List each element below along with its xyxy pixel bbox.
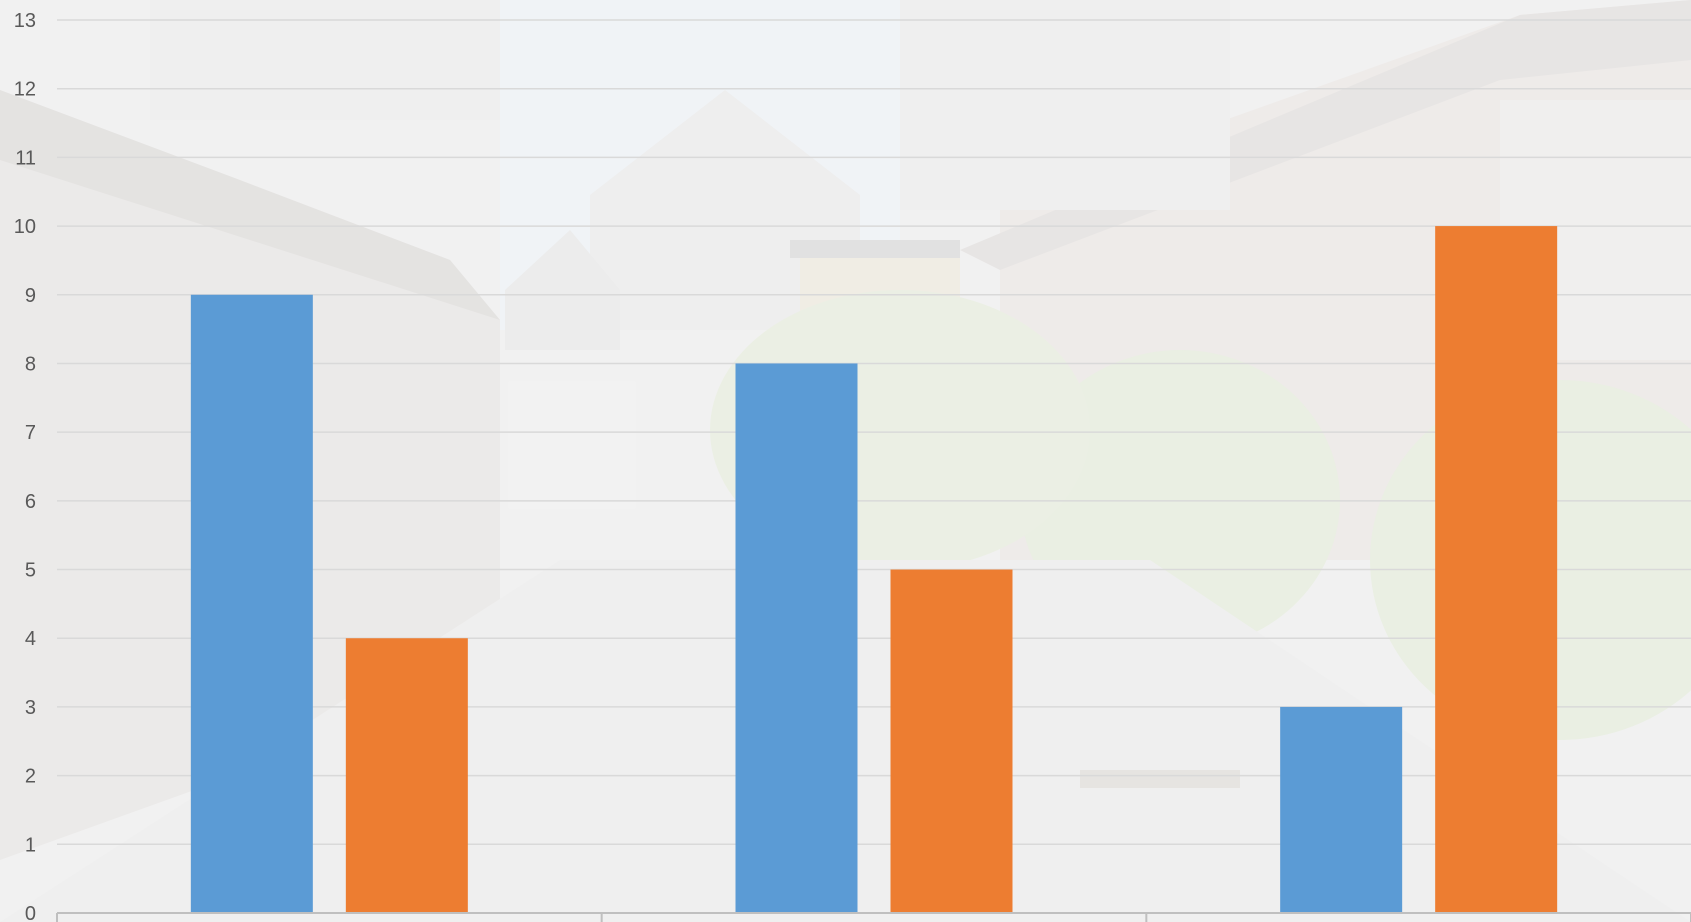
- x-axis: [56, 912, 1691, 922]
- y-tick-label: 8: [25, 353, 36, 375]
- bar-series-1-category-2: [735, 363, 858, 913]
- y-tick-label: 10: [14, 216, 36, 238]
- y-tick-label: 4: [25, 628, 36, 650]
- bar-series-1-category-3: [1280, 706, 1403, 913]
- y-tick-label: 5: [25, 560, 36, 582]
- bar-series-2-category-1: [345, 638, 468, 913]
- y-tick-label: 2: [25, 766, 36, 788]
- y-tick-label: 9: [25, 285, 36, 307]
- y-tick-label: 11: [15, 147, 36, 169]
- bars: [190, 226, 1558, 914]
- y-tick-label: 1: [25, 834, 36, 856]
- y-tick-label: 7: [25, 422, 36, 444]
- y-tick-label: 3: [25, 697, 36, 719]
- y-tick-label: 13: [14, 10, 36, 32]
- gridlines: [57, 19, 1691, 846]
- bar-series-2-category-3: [1435, 226, 1558, 914]
- bar-series-2-category-2: [890, 569, 1013, 913]
- bar-series-1-category-1: [190, 294, 313, 913]
- y-tick-label: 12: [14, 79, 36, 101]
- y-tick-label: 6: [25, 491, 36, 513]
- y-tick-label: 0: [25, 903, 36, 922]
